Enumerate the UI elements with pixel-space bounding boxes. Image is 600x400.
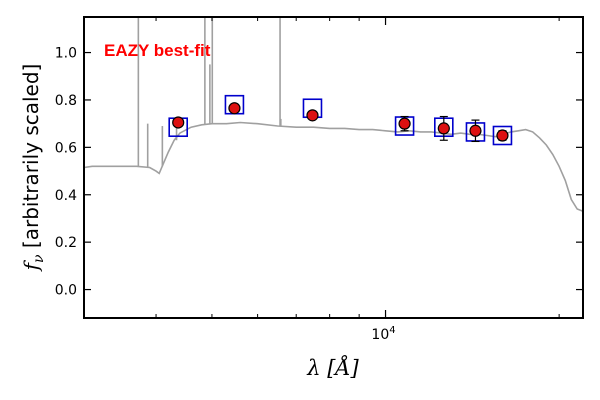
sed-curve xyxy=(83,121,584,213)
observed-point xyxy=(496,129,509,142)
y-axis-label-text: [arbitrarily scaled] xyxy=(19,64,43,255)
y-tick-label: 0.0 xyxy=(55,283,77,299)
observed-point xyxy=(469,124,482,137)
model-photometry-layer xyxy=(168,94,513,146)
x-tick-label: 104 xyxy=(371,325,395,343)
x-axis-label: λ [Å] xyxy=(306,355,359,380)
x-tick-label-base: 10 xyxy=(371,327,389,343)
observed-point xyxy=(306,109,319,122)
observed-point xyxy=(172,116,185,129)
x-tick-label-exponent: 4 xyxy=(389,325,395,336)
observed-point xyxy=(437,122,450,135)
annotation-label: EAZY best-fit xyxy=(104,41,211,60)
y-axis-label: fν [arbitrarily scaled] xyxy=(19,64,47,273)
ticks-layer: 0.0 0.2 0.4 0.6 0.8 1.0 104 xyxy=(55,17,583,343)
y-tick-label: 0.2 xyxy=(55,235,77,251)
observed-point xyxy=(398,117,411,130)
observed-point xyxy=(228,102,241,115)
sed-layer xyxy=(83,17,584,213)
y-tick-label: 1.0 xyxy=(55,46,77,62)
plot-frame xyxy=(83,16,584,319)
y-tick-label: 0.8 xyxy=(55,93,77,109)
y-tick-label: 0.4 xyxy=(55,188,77,204)
observed-photometry-layer xyxy=(172,102,509,143)
y-tick-label: 0.6 xyxy=(55,140,77,156)
y-axis-label-subscript: ν xyxy=(31,254,47,263)
model-photometry-square xyxy=(492,125,513,146)
